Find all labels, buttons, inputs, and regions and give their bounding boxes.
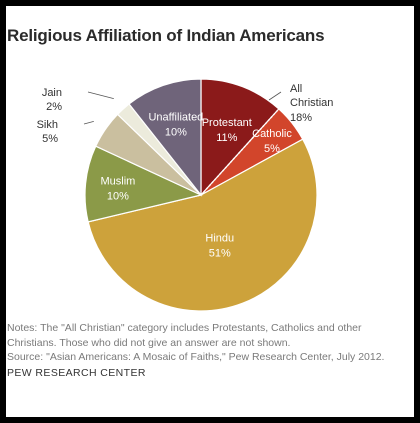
slice-value-sikh: 5% (42, 133, 58, 145)
slice-value-muslim: 10% (107, 191, 129, 203)
source-credit: PEW RESEARCH CENTER (7, 367, 146, 379)
annotation-label-line-1: All (290, 83, 302, 95)
slice-label-sikh: Sikh (37, 119, 58, 131)
notes-line-2: Christians. Those who did not give an an… (7, 336, 291, 349)
christian-divider-line (200, 108, 280, 196)
slice-label-unaffiliated: Unaffiliated (148, 112, 203, 124)
slice-value-jain: 2% (46, 101, 62, 113)
annotation-value: 18% (290, 112, 312, 124)
slice-label-muslim: Muslim (100, 176, 135, 188)
pie-slice-hindu (87, 138, 318, 312)
slice-value-catholic: 5% (264, 143, 280, 155)
pie-slice-muslim (84, 145, 203, 223)
slice-label-catholic: Catholic (252, 128, 292, 140)
notes-line-1: Notes: The "All Christian" category incl… (7, 322, 362, 334)
slice-value-unaffiliated: 10% (165, 127, 187, 139)
slice-value-hindu: 51% (209, 248, 231, 260)
slice-value-protestant: 11% (216, 132, 237, 144)
slice-label-jain: Jain (42, 87, 62, 99)
pie-slice-protestant (200, 78, 280, 197)
leader-line-sikh (83, 121, 94, 125)
notes-source: Source: "Asian Americans: A Mosaic of Fa… (7, 351, 385, 363)
chart-title: Religious Affiliation of Indian American… (7, 26, 325, 45)
annotation-label-line-2: Christian (290, 97, 333, 109)
leader-line-jain (87, 91, 114, 99)
pie-slice-unaffiliated (128, 78, 202, 197)
slice-label-hindu: Hindu (205, 233, 234, 245)
chart-notes: Notes: The "All Christian" category incl… (7, 321, 403, 365)
annotation-leader-line (268, 91, 282, 101)
slice-label-protestant: Protestant (202, 117, 252, 129)
